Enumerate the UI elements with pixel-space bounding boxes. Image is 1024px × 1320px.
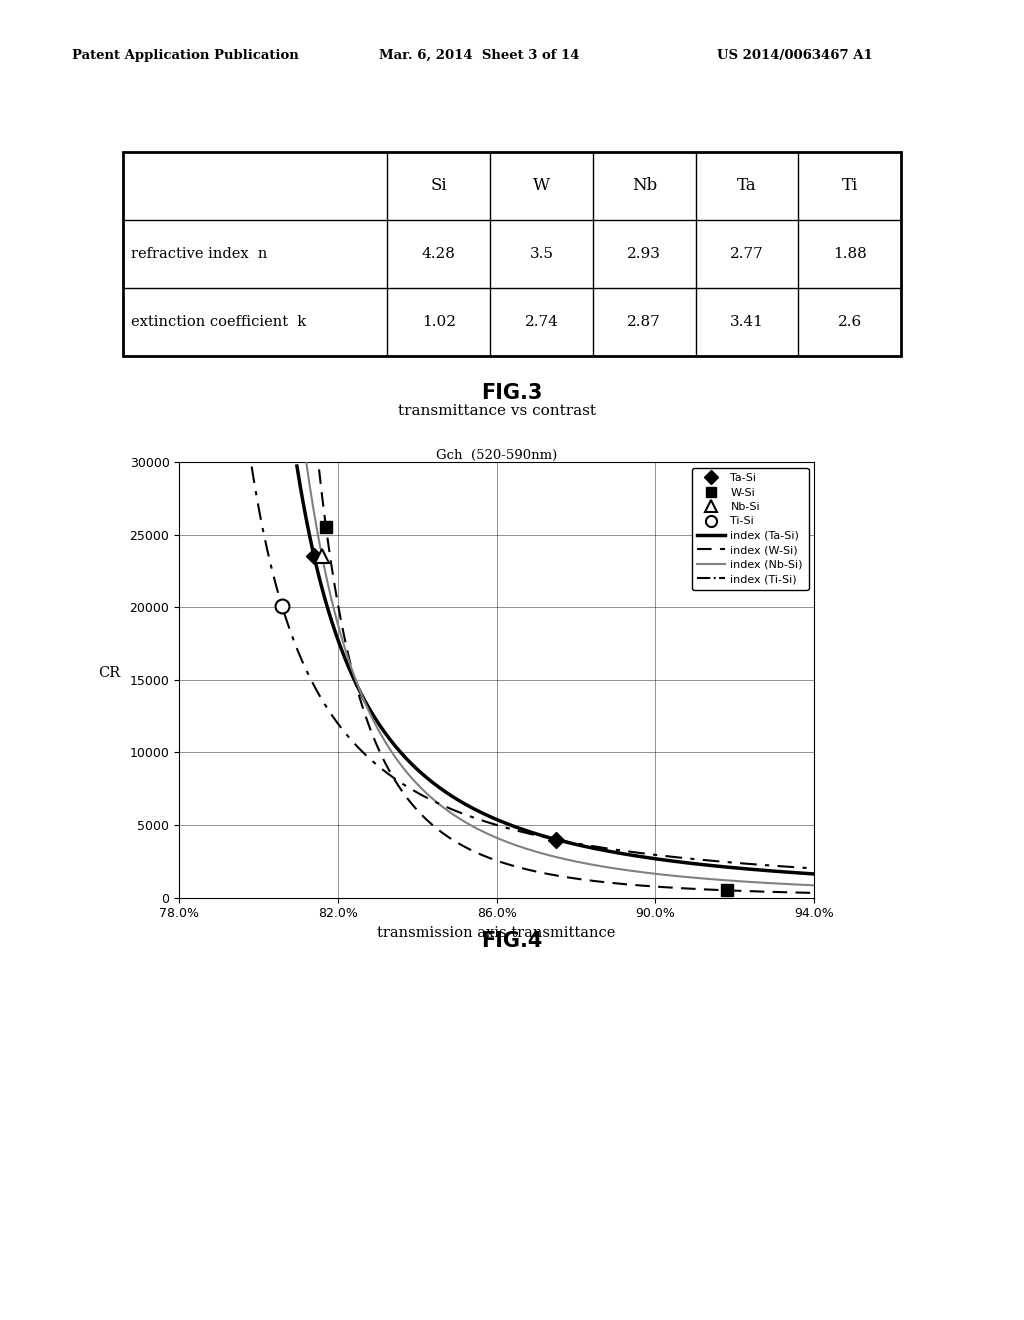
Text: Mar. 6, 2014  Sheet 3 of 14: Mar. 6, 2014 Sheet 3 of 14 [379,49,580,62]
Legend: Ta-Si, W-Si, Nb-Si, Ti-Si, index (Ta-Si), index (W-Si), index (Nb-Si), index (Ti: Ta-Si, W-Si, Nb-Si, Ti-Si, index (Ta-Si)… [691,467,809,590]
Text: transmittance vs contrast: transmittance vs contrast [397,404,596,418]
Text: FIG.3: FIG.3 [481,383,543,403]
Text: W: W [534,177,550,194]
Text: 4.28: 4.28 [422,247,456,261]
Title: Gch  (520-590nm): Gch (520-590nm) [436,449,557,462]
Text: Nb: Nb [632,177,657,194]
Text: Ta: Ta [737,177,757,194]
Text: Patent Application Publication: Patent Application Publication [72,49,298,62]
Text: 1.02: 1.02 [422,315,456,329]
X-axis label: transmission axis transmittance: transmission axis transmittance [378,925,615,940]
Text: 2.77: 2.77 [730,247,764,261]
Text: 3.41: 3.41 [730,315,764,329]
Text: 2.74: 2.74 [524,315,558,329]
Text: Ti: Ti [842,177,858,194]
Text: Si: Si [430,177,447,194]
Text: extinction coefficient  k: extinction coefficient k [131,315,306,329]
Text: 1.88: 1.88 [833,247,866,261]
Text: FIG.4: FIG.4 [481,931,543,950]
Text: US 2014/0063467 A1: US 2014/0063467 A1 [717,49,872,62]
Text: 2.6: 2.6 [838,315,862,329]
Text: refractive index  n: refractive index n [131,247,267,261]
Y-axis label: CR: CR [97,665,120,680]
Text: 2.87: 2.87 [628,315,662,329]
Text: 3.5: 3.5 [529,247,554,261]
Text: 2.93: 2.93 [628,247,662,261]
